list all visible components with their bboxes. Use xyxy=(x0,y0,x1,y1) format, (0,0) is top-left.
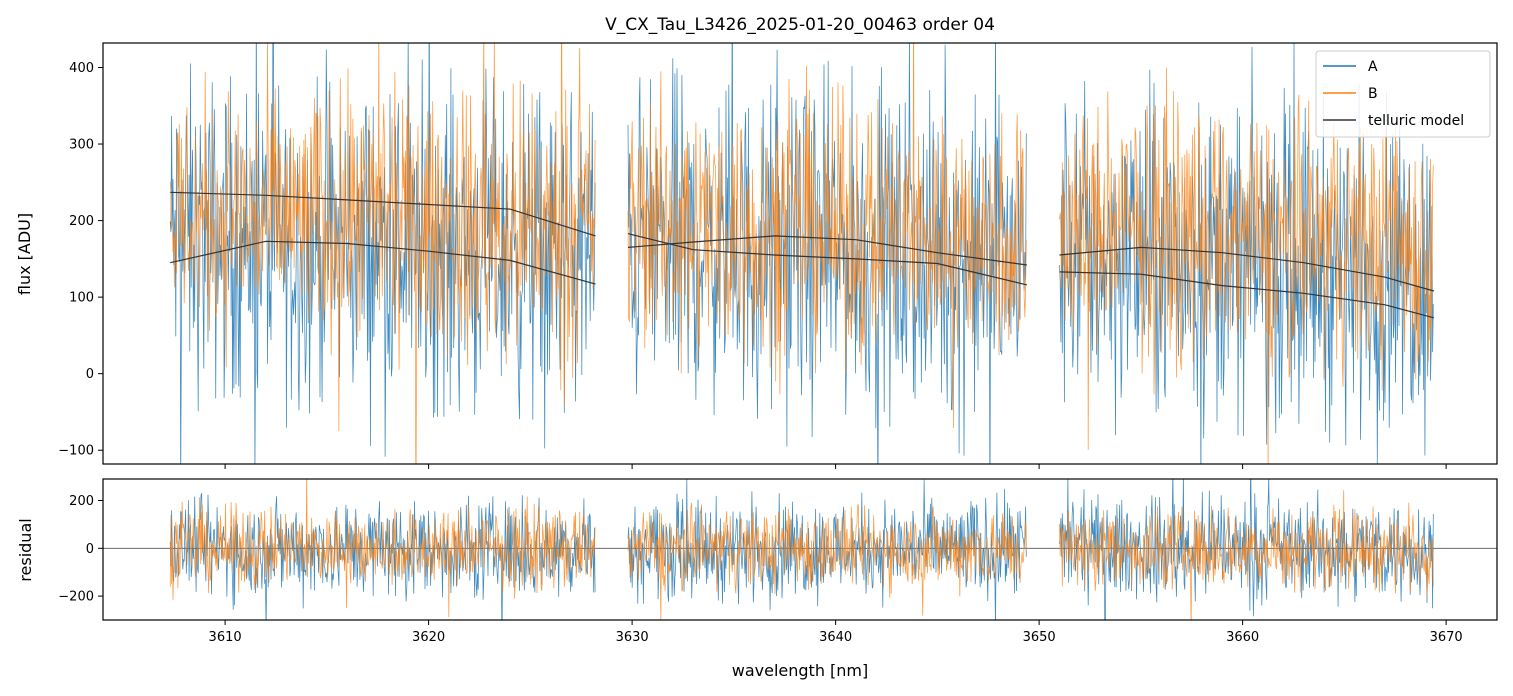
residual-y-axis: −200 0 200 xyxy=(58,494,103,605)
x-axis-label: wavelength [nm] xyxy=(732,661,869,680)
legend-label-a: A xyxy=(1368,59,1378,75)
flux-y-axis: −100 0 100 200 300 400 xyxy=(58,61,103,459)
series-b-segment-1 xyxy=(169,479,596,618)
flux-plot-area xyxy=(169,43,1435,464)
series-a-segment-2 xyxy=(627,479,1027,620)
y-tick-label: 400 xyxy=(69,61,94,76)
telluric-model-1-segment-3 xyxy=(1059,246,1435,292)
x-tick-label: 3630 xyxy=(616,630,649,645)
series-a-segment-2 xyxy=(627,43,1027,464)
y-tick-label: 200 xyxy=(69,214,94,229)
telluric-model-1-segment-2 xyxy=(627,233,1028,286)
x-tick-label: 3660 xyxy=(1226,630,1259,645)
y-tick-label: −200 xyxy=(58,590,94,605)
flux-x-ticks xyxy=(224,464,1447,469)
flux-panel: −100 0 100 200 300 400 flux [ADU] A B telluri… xyxy=(15,42,1498,469)
flux-axes-frame xyxy=(102,42,1498,465)
flux-y-label: flux [ADU] xyxy=(15,213,34,295)
y-tick-label: 0 xyxy=(86,542,94,557)
series-b-segment-1 xyxy=(169,43,596,464)
telluric-model-2-segment-2 xyxy=(627,235,1027,266)
x-tick-label: 3620 xyxy=(412,630,445,645)
x-tick-label: 3640 xyxy=(819,630,852,645)
series-b-segment-2 xyxy=(627,43,1027,429)
y-tick-label: 0 xyxy=(86,367,94,382)
telluric-model-1-segment-1 xyxy=(170,191,596,237)
y-tick-label: 300 xyxy=(69,138,94,153)
residual-plot-area xyxy=(103,479,1497,620)
y-tick-label: 200 xyxy=(69,494,94,509)
chart-title: V_CX_Tau_L3426_2025-01-20_00463 order 04 xyxy=(605,15,995,35)
legend: A B telluric model xyxy=(1315,50,1491,138)
series-b-segment-3 xyxy=(1059,67,1434,464)
legend-box xyxy=(1315,50,1491,138)
y-tick-label: −100 xyxy=(58,444,94,459)
residual-x-axis: 3610 3620 3630 3640 3650 3660 3670 xyxy=(209,620,1463,645)
x-tick-label: 3670 xyxy=(1430,630,1463,645)
x-tick-label: 3650 xyxy=(1023,630,1056,645)
x-tick-label: 3610 xyxy=(209,630,242,645)
series-b-segment-3 xyxy=(1059,490,1434,620)
telluric-model-2-segment-1 xyxy=(170,240,596,285)
telluric-model-2-segment-3 xyxy=(1059,271,1435,319)
residual-axes-frame xyxy=(102,478,1498,621)
series-a-segment-3 xyxy=(1059,479,1434,620)
y-tick-label: 100 xyxy=(69,291,94,306)
residual-y-label: residual xyxy=(16,518,35,581)
legend-label-b: B xyxy=(1368,86,1378,102)
legend-label-telluric: telluric model xyxy=(1368,113,1464,129)
residual-panel: −200 0 200 3610 3620 3630 3640 3650 3660 3670 re… xyxy=(16,478,1498,645)
series-b-segment-2 xyxy=(627,502,1027,620)
